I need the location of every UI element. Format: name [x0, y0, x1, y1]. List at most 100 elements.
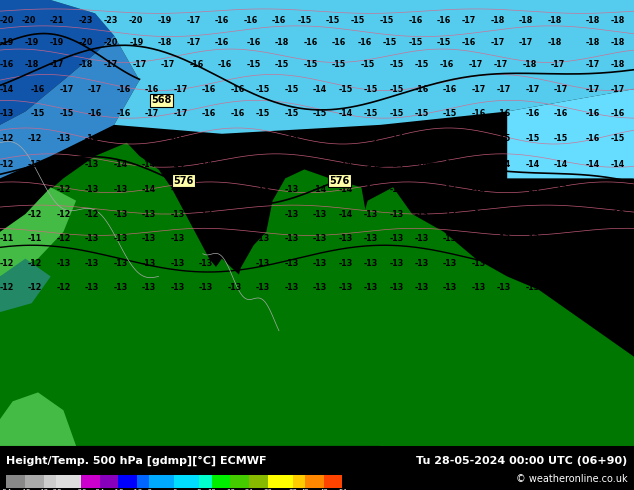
- Text: -15: -15: [351, 16, 365, 24]
- Text: -13: -13: [364, 259, 378, 268]
- Text: -16: -16: [215, 16, 229, 24]
- Text: -17: -17: [497, 85, 511, 94]
- Text: -14: -14: [171, 185, 184, 194]
- Text: -19: -19: [158, 16, 172, 24]
- Text: -15: -15: [415, 60, 429, 69]
- Text: 576: 576: [329, 175, 349, 186]
- Text: -20: -20: [129, 16, 143, 24]
- Text: © weatheronline.co.uk: © weatheronline.co.uk: [516, 474, 628, 484]
- Text: -13: -13: [256, 161, 270, 170]
- Text: -16: -16: [202, 85, 216, 94]
- Text: -15: -15: [389, 85, 403, 94]
- Text: -12: -12: [0, 134, 13, 143]
- Text: -13: -13: [443, 259, 457, 268]
- Text: -14: -14: [313, 185, 327, 194]
- Polygon shape: [203, 259, 273, 423]
- Text: -18: -18: [158, 38, 172, 47]
- Text: -15: -15: [415, 109, 429, 118]
- Text: -13: -13: [142, 259, 156, 268]
- Text: -13: -13: [526, 185, 540, 194]
- Polygon shape: [222, 410, 260, 433]
- Text: -15: -15: [389, 109, 403, 118]
- Text: -13: -13: [228, 210, 242, 219]
- Polygon shape: [507, 89, 634, 178]
- Text: -13: -13: [526, 210, 540, 219]
- Text: -15: -15: [275, 60, 289, 69]
- Text: -14: -14: [285, 161, 299, 170]
- Bar: [174, 475, 199, 488]
- Text: -42: -42: [38, 489, 49, 490]
- Text: -16: -16: [231, 109, 245, 118]
- Text: -13: -13: [554, 234, 568, 243]
- Text: -15: -15: [285, 109, 299, 118]
- Text: -15: -15: [31, 109, 45, 118]
- Text: -14: -14: [339, 134, 353, 143]
- Text: -13: -13: [586, 210, 600, 219]
- Text: -15: -15: [380, 16, 394, 24]
- Text: -13: -13: [313, 210, 327, 219]
- Text: -13: -13: [339, 283, 353, 292]
- Text: -8: -8: [146, 489, 153, 490]
- Text: -13: -13: [85, 283, 99, 292]
- Text: -17: -17: [469, 60, 482, 69]
- Text: -13: -13: [171, 259, 184, 268]
- Text: -17: -17: [519, 38, 533, 47]
- Text: -17: -17: [472, 85, 486, 94]
- Text: -14: -14: [0, 85, 13, 94]
- Text: -13: -13: [554, 210, 568, 219]
- Text: -14: -14: [364, 134, 378, 143]
- Text: -16: -16: [272, 16, 286, 24]
- Text: -14: -14: [472, 185, 486, 194]
- Text: -15: -15: [526, 134, 540, 143]
- Bar: [212, 475, 230, 488]
- Text: -17: -17: [462, 16, 476, 24]
- Polygon shape: [0, 259, 51, 312]
- Text: -13: -13: [0, 109, 13, 118]
- Text: -13: -13: [285, 185, 299, 194]
- Text: -13: -13: [443, 185, 457, 194]
- Polygon shape: [51, 0, 634, 134]
- Bar: [25, 475, 44, 488]
- Text: 30: 30: [263, 489, 272, 490]
- Polygon shape: [590, 143, 634, 178]
- Text: -12: -12: [28, 259, 42, 268]
- Text: -15: -15: [497, 134, 511, 143]
- Text: -15: -15: [554, 134, 568, 143]
- Text: -13: -13: [472, 259, 486, 268]
- Text: -13: -13: [56, 259, 70, 268]
- Text: -16: -16: [554, 109, 568, 118]
- Text: -15: -15: [443, 109, 457, 118]
- Text: -14: -14: [339, 109, 353, 118]
- Text: -48: -48: [19, 489, 30, 490]
- Text: -16: -16: [231, 85, 245, 94]
- Text: -15: -15: [437, 38, 451, 47]
- Text: -18: -18: [275, 38, 289, 47]
- Text: -13: -13: [443, 234, 457, 243]
- Text: -13: -13: [85, 161, 99, 170]
- Text: -38: -38: [50, 489, 62, 490]
- Text: -20: -20: [79, 38, 93, 47]
- Text: -15: -15: [228, 134, 242, 143]
- Text: -15: -15: [256, 85, 270, 94]
- Text: -16: -16: [171, 134, 184, 143]
- Text: -14: -14: [142, 161, 156, 170]
- Text: -13: -13: [142, 283, 156, 292]
- Text: -14: -14: [415, 134, 429, 143]
- Text: -18: -18: [586, 16, 600, 24]
- Text: -13: -13: [389, 210, 403, 219]
- Text: -16: -16: [611, 109, 625, 118]
- Text: -12: -12: [28, 161, 42, 170]
- Text: -17: -17: [88, 85, 102, 94]
- Text: -13: -13: [554, 185, 568, 194]
- Text: -16: -16: [218, 60, 232, 69]
- Text: -13: -13: [256, 210, 270, 219]
- Text: -15: -15: [364, 109, 378, 118]
- Text: -12: -12: [28, 283, 42, 292]
- Text: -16: -16: [586, 134, 600, 143]
- Text: -12: -12: [56, 234, 70, 243]
- Text: -13: -13: [113, 259, 127, 268]
- Text: -12: -12: [56, 161, 70, 170]
- Text: -17: -17: [491, 38, 505, 47]
- Text: -16: -16: [190, 60, 204, 69]
- Text: -13: -13: [171, 234, 184, 243]
